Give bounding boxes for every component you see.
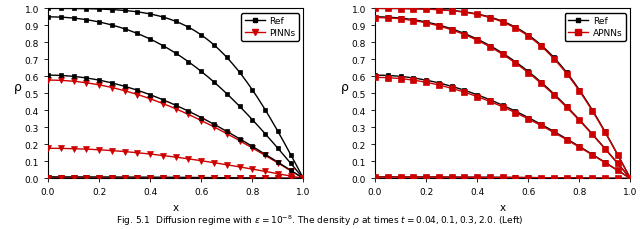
- Legend: Ref, APNNs: Ref, APNNs: [564, 14, 626, 41]
- Legend: Ref, PINNs: Ref, PINNs: [241, 14, 299, 41]
- X-axis label: x: x: [500, 202, 506, 212]
- X-axis label: x: x: [173, 202, 179, 212]
- Y-axis label: ρ: ρ: [13, 81, 22, 94]
- Text: Fig. 5.1  Diffusion regime with $\varepsilon = 10^{-8}$. The density $\rho$ at t: Fig. 5.1 Diffusion regime with $\varepsi…: [116, 212, 524, 227]
- Y-axis label: ρ: ρ: [340, 81, 349, 94]
